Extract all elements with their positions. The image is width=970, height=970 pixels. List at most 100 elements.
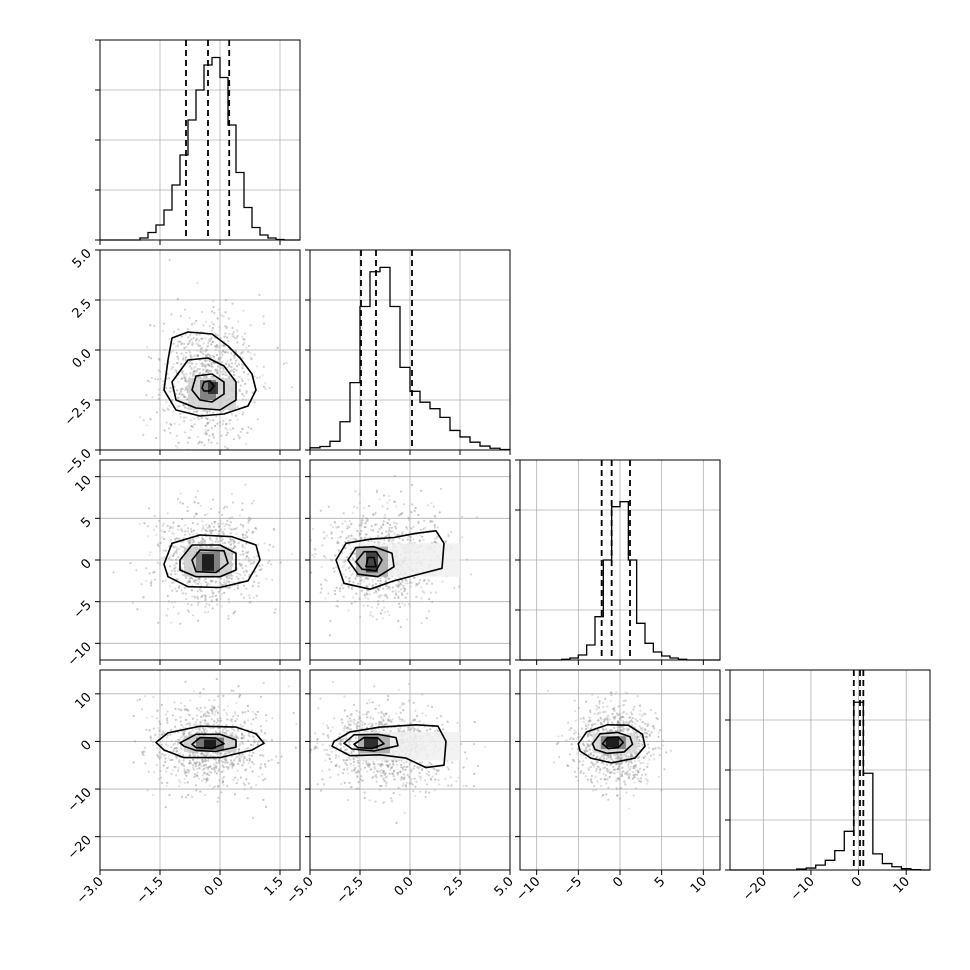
scatter-point bbox=[163, 348, 166, 352]
scatter-point bbox=[175, 369, 178, 372]
scatter-point bbox=[363, 796, 366, 800]
scatter-point bbox=[183, 342, 186, 346]
scatter-point bbox=[233, 610, 236, 613]
scatter-point bbox=[196, 775, 199, 778]
scatter-point bbox=[173, 567, 176, 570]
scatter-point bbox=[440, 487, 443, 490]
scatter-point bbox=[325, 534, 328, 537]
scatter-point bbox=[375, 780, 378, 783]
scatter-point bbox=[377, 711, 380, 715]
scatter-point bbox=[214, 369, 218, 372]
scatter-point bbox=[628, 773, 632, 776]
scatter-point bbox=[245, 565, 248, 568]
scatter-point bbox=[225, 723, 228, 727]
scatter-point bbox=[171, 601, 174, 604]
scatter-point bbox=[659, 747, 662, 750]
scatter-point bbox=[385, 760, 388, 763]
scatter-point bbox=[196, 707, 199, 710]
scatter-point bbox=[401, 538, 404, 542]
scatter-point bbox=[220, 344, 223, 347]
scatter-point bbox=[319, 509, 322, 512]
scatter-point bbox=[183, 730, 186, 733]
scatter-point bbox=[142, 419, 145, 422]
scatter-point bbox=[354, 552, 357, 555]
scatter-point bbox=[324, 759, 327, 762]
scatter-point bbox=[232, 763, 235, 766]
scatter-point bbox=[573, 770, 576, 774]
scatter-point bbox=[222, 533, 225, 536]
scatter-point bbox=[197, 345, 200, 348]
scatter-point bbox=[213, 785, 216, 788]
scatter-point bbox=[428, 761, 431, 764]
scatter-point bbox=[412, 701, 415, 704]
scatter-point bbox=[204, 320, 207, 323]
scatter-point bbox=[342, 561, 345, 564]
scatter-point bbox=[252, 752, 255, 755]
scatter-point bbox=[211, 712, 214, 715]
scatter-point bbox=[180, 343, 183, 346]
scatter-point bbox=[391, 530, 395, 533]
scatter-point bbox=[399, 711, 402, 714]
scatter-point bbox=[196, 533, 199, 536]
scatter-point bbox=[189, 354, 192, 357]
scatter-point bbox=[190, 603, 193, 606]
scatter-point bbox=[177, 752, 180, 755]
scatter-point bbox=[211, 540, 214, 543]
scatter-point bbox=[184, 718, 187, 721]
scatter-point bbox=[182, 734, 185, 737]
scatter-point bbox=[192, 373, 195, 376]
scatter-point bbox=[270, 758, 273, 762]
scatter-point bbox=[435, 728, 438, 731]
scatter-point bbox=[370, 524, 373, 528]
scatter-point bbox=[199, 588, 202, 591]
scatter-point bbox=[208, 324, 211, 328]
scatter-point bbox=[223, 757, 226, 760]
scatter-point bbox=[419, 776, 422, 779]
scatter-point bbox=[388, 494, 391, 498]
scatter-point bbox=[408, 728, 411, 731]
scatter-point bbox=[347, 534, 350, 538]
plot-area bbox=[112, 483, 294, 625]
scatter-point bbox=[410, 728, 413, 731]
scatter-point bbox=[297, 549, 299, 551]
scatter-point bbox=[397, 786, 400, 790]
scatter-point bbox=[161, 408, 164, 411]
scatter-point bbox=[188, 579, 191, 583]
scatter-point bbox=[292, 549, 294, 551]
scatter-point bbox=[178, 739, 181, 742]
scatter-point bbox=[626, 773, 629, 776]
scatter-point bbox=[226, 577, 229, 581]
scatter-point bbox=[205, 584, 208, 587]
scatter-point bbox=[189, 365, 192, 368]
scatter-point bbox=[244, 546, 247, 549]
x-tick-label: 5.0 bbox=[492, 874, 517, 899]
scatter-point bbox=[169, 733, 172, 736]
scatter-point bbox=[395, 760, 398, 763]
scatter-point bbox=[264, 777, 267, 781]
scatter-point bbox=[604, 717, 607, 720]
scatter-point bbox=[333, 589, 336, 593]
scatter-point bbox=[245, 391, 248, 394]
scatter-point bbox=[253, 401, 256, 404]
scatter-point bbox=[181, 388, 184, 391]
scatter-point bbox=[240, 378, 243, 381]
scatter-point bbox=[187, 610, 190, 613]
scatter-point bbox=[230, 369, 233, 372]
scatter-point bbox=[183, 420, 186, 423]
scatter-point bbox=[380, 526, 383, 529]
scatter-point bbox=[230, 418, 233, 422]
scatter-point bbox=[222, 369, 225, 373]
scatter-point bbox=[166, 407, 169, 410]
scatter-point bbox=[222, 349, 225, 352]
scatter-point bbox=[198, 359, 201, 362]
scatter-point bbox=[345, 736, 348, 740]
scatter-point bbox=[365, 533, 368, 536]
scatter-point bbox=[429, 591, 432, 594]
scatter-point bbox=[287, 555, 289, 557]
scatter-point bbox=[360, 775, 363, 778]
scatter-point bbox=[227, 587, 230, 590]
scatter-point bbox=[204, 354, 207, 357]
scatter-point bbox=[188, 754, 191, 757]
scatter-point bbox=[180, 545, 183, 548]
scatter-point bbox=[350, 752, 353, 755]
